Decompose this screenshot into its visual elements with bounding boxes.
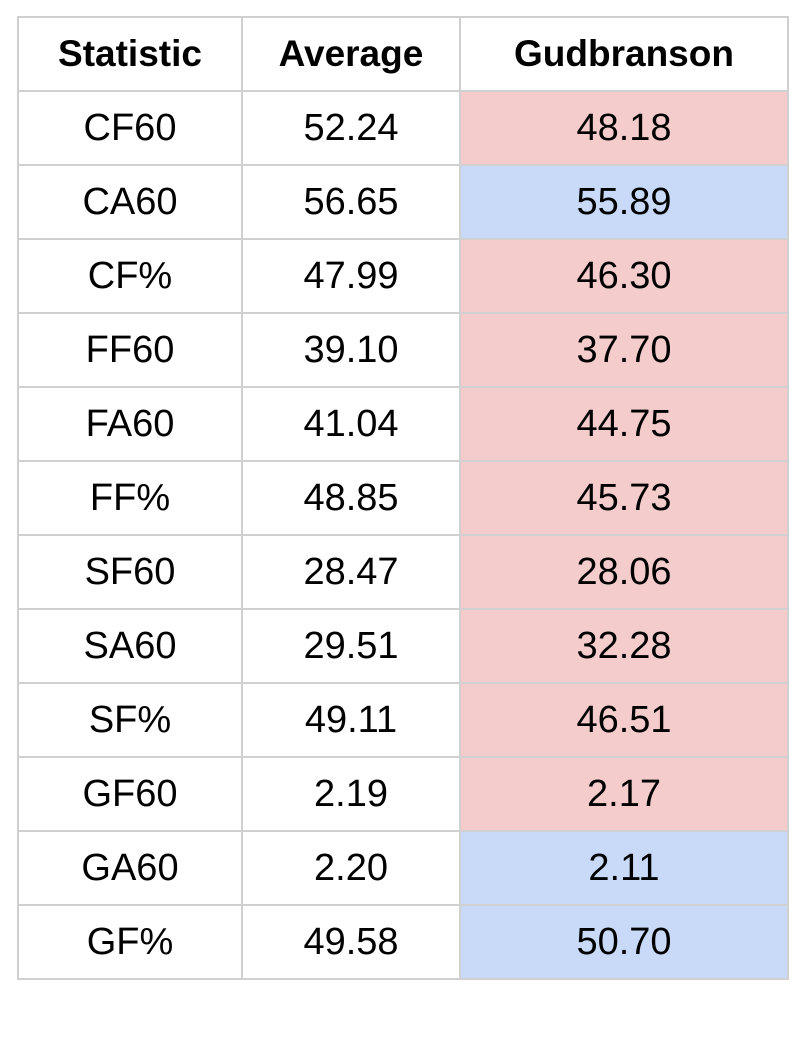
average-cell: 2.19: [241, 756, 461, 832]
statistic-cell: CA60: [17, 164, 243, 240]
table-row: CF% 47.99 46.30: [17, 238, 789, 314]
statistic-cell: GF%: [17, 904, 243, 980]
average-cell: 49.11: [241, 682, 461, 758]
average-cell: 41.04: [241, 386, 461, 462]
statistic-cell: SF%: [17, 682, 243, 758]
gudbranson-cell: 44.75: [459, 386, 789, 462]
statistic-cell: SA60: [17, 608, 243, 684]
gudbranson-cell: 50.70: [459, 904, 789, 980]
gudbranson-cell: 32.28: [459, 608, 789, 684]
table-row: GA60 2.20 2.11: [17, 830, 789, 906]
header-row: Statistic Average Gudbranson: [17, 16, 789, 92]
table-row: FF60 39.10 37.70: [17, 312, 789, 388]
table-row: SF60 28.47 28.06: [17, 534, 789, 610]
gudbranson-cell: 46.51: [459, 682, 789, 758]
gudbranson-cell: 2.11: [459, 830, 789, 906]
table-row: GF60 2.19 2.17: [17, 756, 789, 832]
average-cell: 48.85: [241, 460, 461, 536]
average-cell: 29.51: [241, 608, 461, 684]
gudbranson-cell: 48.18: [459, 90, 789, 166]
average-cell: 49.58: [241, 904, 461, 980]
average-cell: 47.99: [241, 238, 461, 314]
header-statistic: Statistic: [17, 16, 243, 92]
statistic-cell: SF60: [17, 534, 243, 610]
gudbranson-cell: 45.73: [459, 460, 789, 536]
statistic-cell: GF60: [17, 756, 243, 832]
gudbranson-cell: 37.70: [459, 312, 789, 388]
statistic-cell: FF60: [17, 312, 243, 388]
statistic-cell: CF%: [17, 238, 243, 314]
average-cell: 2.20: [241, 830, 461, 906]
statistic-cell: GA60: [17, 830, 243, 906]
gudbranson-cell: 28.06: [459, 534, 789, 610]
table-row: SA60 29.51 32.28: [17, 608, 789, 684]
statistic-cell: FF%: [17, 460, 243, 536]
statistic-cell: CF60: [17, 90, 243, 166]
table-row: SF% 49.11 46.51: [17, 682, 789, 758]
table-row: CA60 56.65 55.89: [17, 164, 789, 240]
table-row: FF% 48.85 45.73: [17, 460, 789, 536]
table-row: CF60 52.24 48.18: [17, 90, 789, 166]
average-cell: 39.10: [241, 312, 461, 388]
table-body: CF60 52.24 48.18 CA60 56.65 55.89 CF% 47.99 46.3…: [17, 90, 789, 980]
average-cell: 56.65: [241, 164, 461, 240]
statistic-cell: FA60: [17, 386, 243, 462]
average-cell: 52.24: [241, 90, 461, 166]
gudbranson-cell: 55.89: [459, 164, 789, 240]
gudbranson-cell: 46.30: [459, 238, 789, 314]
header-average: Average: [241, 16, 461, 92]
table-row: GF% 49.58 50.70: [17, 904, 789, 980]
statistics-table: Statistic Average Gudbranson CF60 52.24 48…: [17, 16, 789, 980]
average-cell: 28.47: [241, 534, 461, 610]
gudbranson-cell: 2.17: [459, 756, 789, 832]
header-gudbranson: Gudbranson: [459, 16, 789, 92]
table-row: FA60 41.04 44.75: [17, 386, 789, 462]
